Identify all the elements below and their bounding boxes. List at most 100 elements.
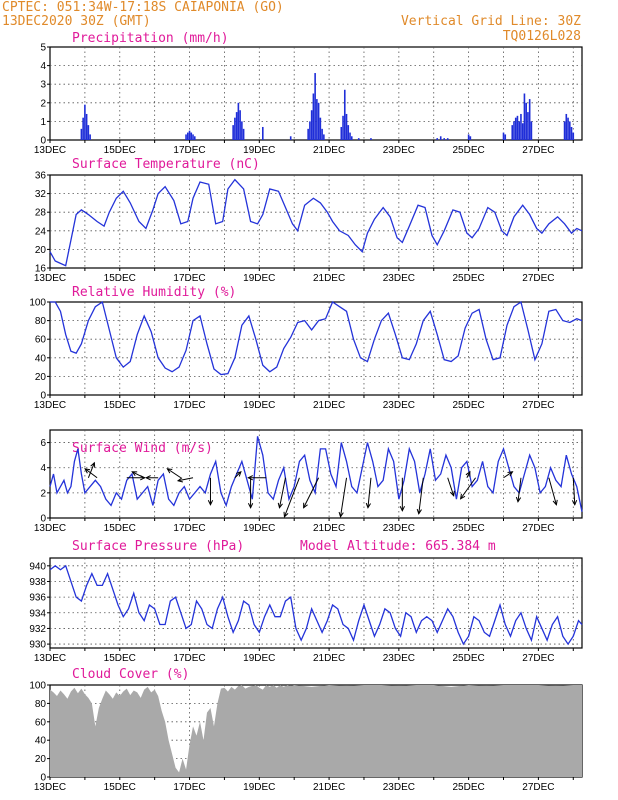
panel-4: 0 2 4 6 13DEC 15DEC 17DEC 19DEC 21DEC 23DEC 25DEC 2… bbox=[34, 429, 583, 534]
precip-bar bbox=[467, 134, 470, 140]
y-tick-label: 3 bbox=[40, 80, 46, 91]
x-tick-label: 25DEC bbox=[452, 400, 484, 411]
wind-arrow bbox=[84, 468, 98, 479]
x-tick-label: 19DEC bbox=[243, 273, 275, 284]
y-tick-label: 16 bbox=[35, 264, 47, 275]
precip-bar bbox=[516, 115, 519, 140]
precip-bar bbox=[192, 134, 194, 140]
x-tick-label: 13DEC bbox=[34, 653, 66, 664]
precip-bar bbox=[262, 126, 264, 140]
precip-bar bbox=[289, 136, 292, 140]
precip-bar bbox=[232, 125, 234, 140]
cloud-cover-area bbox=[50, 685, 582, 777]
wind-arrow-head bbox=[283, 511, 289, 518]
x-tick-label: 17DEC bbox=[173, 523, 205, 534]
precip-bar bbox=[242, 128, 245, 140]
panel-title: Surface Temperature (nC) bbox=[72, 157, 260, 172]
wind-arrow bbox=[340, 477, 348, 517]
panel-1: 0 1 2 3 4 5 13DEC 15DEC 17DEC 19DEC 21DEC 23DEC 25DE… bbox=[34, 31, 583, 156]
x-tick-label: 15DEC bbox=[104, 145, 136, 156]
precip-bar bbox=[319, 117, 322, 140]
panel-3: 0 20 40 60 80 100 13DEC 15DEC 17DEC 19DEC 21DEC 23D… bbox=[29, 285, 583, 411]
panel-frame bbox=[49, 174, 583, 269]
precip-bar bbox=[349, 132, 351, 140]
y-tick-label: 4 bbox=[40, 61, 46, 72]
y-tick-label: 80 bbox=[35, 699, 47, 710]
y-tick-label: 940 bbox=[29, 561, 46, 572]
x-tick-label: 13DEC bbox=[34, 273, 66, 284]
wind-arrow-head bbox=[90, 461, 96, 468]
panel-frame bbox=[49, 429, 583, 519]
x-tick-label: 19DEC bbox=[243, 523, 275, 534]
wind-arrow bbox=[517, 477, 522, 502]
precip-bar bbox=[87, 125, 90, 140]
wind-arrow-head bbox=[131, 471, 138, 477]
panel-title: Relative Humidity (%) bbox=[72, 285, 236, 300]
precip-bar bbox=[316, 99, 318, 140]
series-line bbox=[49, 564, 583, 646]
x-tick-label: 27DEC bbox=[522, 653, 554, 664]
x-tick-label: 21DEC bbox=[313, 400, 345, 411]
y-tick-label: 0 bbox=[40, 773, 46, 784]
wind-arrow bbox=[177, 477, 194, 482]
wind-arrow-head bbox=[507, 471, 514, 477]
wind-arrow bbox=[87, 462, 95, 478]
y-tick-label: 5 bbox=[40, 43, 46, 54]
precip-bar bbox=[89, 134, 91, 140]
precip-bar bbox=[190, 132, 193, 140]
precip-bar bbox=[357, 138, 360, 140]
precip-bar bbox=[345, 113, 348, 140]
x-tick-label: 27DEC bbox=[522, 145, 554, 156]
panel-title: Surface Pressure (hPa) bbox=[72, 539, 244, 554]
wind-arrow-head bbox=[416, 508, 422, 515]
x-tick-label: 15DEC bbox=[104, 273, 136, 284]
precip-bar bbox=[439, 136, 442, 140]
x-tick-label: 25DEC bbox=[452, 273, 484, 284]
y-tick-label: 20 bbox=[35, 754, 47, 765]
x-tick-label: 17DEC bbox=[173, 145, 205, 156]
precip-bar bbox=[317, 102, 320, 140]
y-tick-label: 4 bbox=[40, 463, 46, 474]
y-tick-label: 932 bbox=[29, 624, 46, 635]
grid-note: Vertical Grid Line: 30Z bbox=[401, 14, 581, 29]
y-tick-label: 20 bbox=[35, 372, 47, 383]
precip-bar bbox=[82, 117, 84, 140]
precip-bar bbox=[323, 134, 325, 140]
precip-bar bbox=[572, 132, 575, 140]
wind-arrow-head bbox=[277, 502, 283, 509]
series-line bbox=[49, 436, 583, 512]
x-tick-label: 23DEC bbox=[383, 523, 415, 534]
y-tick-label: 1 bbox=[40, 117, 46, 128]
precip-bar bbox=[84, 104, 86, 140]
precip-bar bbox=[350, 136, 353, 140]
precip-bar bbox=[523, 93, 526, 140]
wind-arrow-head bbox=[303, 502, 308, 509]
y-tick-label: 100 bbox=[29, 298, 46, 309]
wind-arrow bbox=[367, 477, 372, 508]
precip-bar bbox=[518, 121, 521, 140]
wind-arrow-head bbox=[552, 499, 558, 506]
wind-arrow bbox=[503, 471, 513, 479]
x-tick-label: 15DEC bbox=[104, 523, 136, 534]
y-tick-label: 60 bbox=[35, 717, 47, 728]
precip-bar bbox=[469, 136, 472, 140]
precip-bar bbox=[527, 112, 529, 140]
precip-bar bbox=[567, 117, 569, 140]
wind-arrow-head bbox=[465, 470, 471, 477]
wind-arrow bbox=[548, 477, 557, 505]
precip-bar bbox=[568, 121, 571, 140]
x-tick-label: 27DEC bbox=[522, 782, 554, 793]
wind-arrow-head bbox=[365, 502, 371, 509]
wind-arrow-head bbox=[449, 490, 455, 497]
x-tick-label: 27DEC bbox=[522, 400, 554, 411]
wind-arrow-head bbox=[207, 500, 214, 506]
wind-arrow bbox=[167, 468, 182, 479]
x-tick-label: 21DEC bbox=[313, 145, 345, 156]
precip-bar bbox=[340, 126, 343, 140]
x-tick-label: 13DEC bbox=[34, 145, 66, 156]
precip-bar bbox=[502, 132, 505, 140]
x-tick-label: 25DEC bbox=[452, 653, 484, 664]
x-tick-label: 15DEC bbox=[104, 782, 136, 793]
precip-bar bbox=[307, 128, 309, 140]
